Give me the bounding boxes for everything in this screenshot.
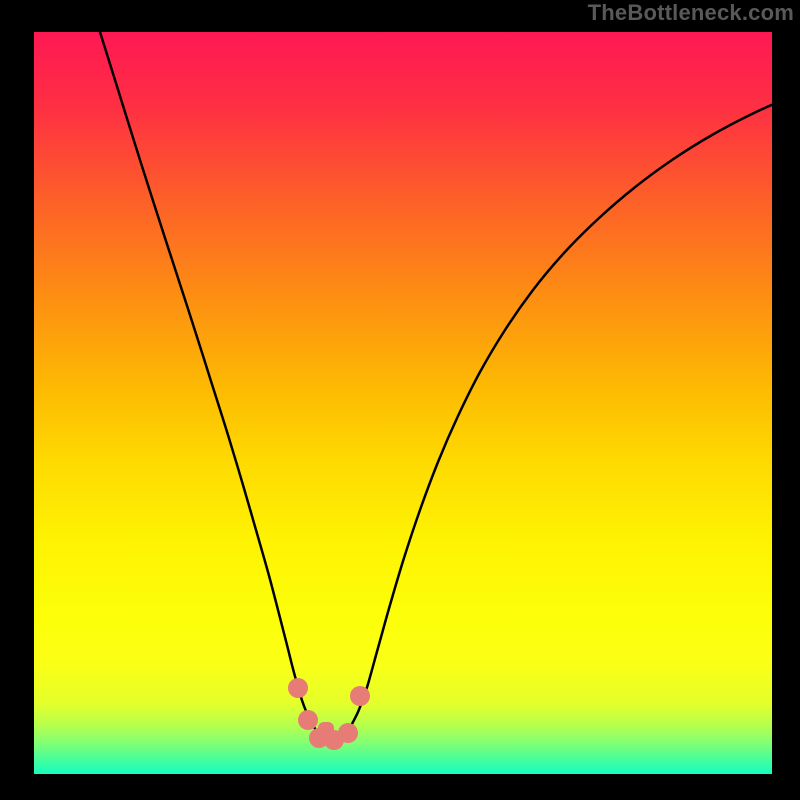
curve-marker — [288, 678, 308, 698]
curve-marker — [298, 710, 318, 730]
marker-group — [34, 32, 772, 774]
chart-canvas: TheBottleneck.com — [0, 0, 800, 800]
plot-area — [34, 32, 772, 774]
curve-marker — [338, 723, 358, 743]
curve-marker — [350, 686, 370, 706]
watermark-text: TheBottleneck.com — [588, 0, 794, 26]
